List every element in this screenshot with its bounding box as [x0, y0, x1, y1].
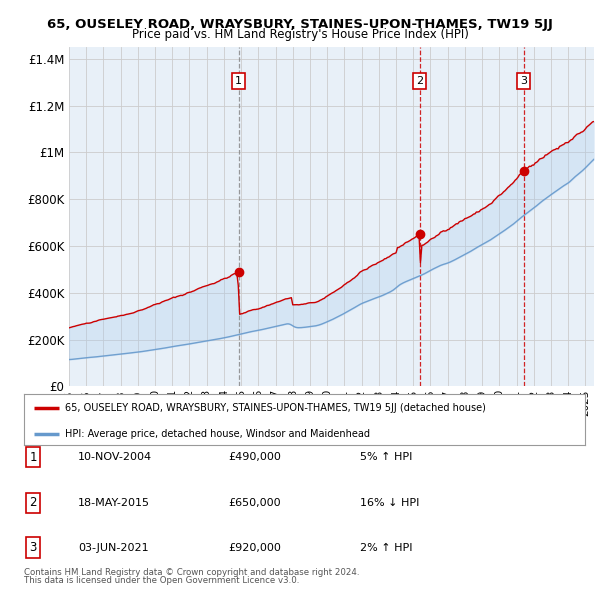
Text: 2% ↑ HPI: 2% ↑ HPI: [360, 543, 413, 552]
Text: 1: 1: [235, 76, 242, 86]
Text: 65, OUSELEY ROAD, WRAYSBURY, STAINES-UPON-THAMES, TW19 5JJ (detached house): 65, OUSELEY ROAD, WRAYSBURY, STAINES-UPO…: [65, 402, 486, 412]
Text: 3: 3: [520, 76, 527, 86]
Text: 5% ↑ HPI: 5% ↑ HPI: [360, 453, 412, 462]
Text: 65, OUSELEY ROAD, WRAYSBURY, STAINES-UPON-THAMES, TW19 5JJ: 65, OUSELEY ROAD, WRAYSBURY, STAINES-UPO…: [47, 18, 553, 31]
Text: 18-MAY-2015: 18-MAY-2015: [78, 498, 150, 507]
Text: HPI: Average price, detached house, Windsor and Maidenhead: HPI: Average price, detached house, Wind…: [65, 429, 370, 439]
Text: £650,000: £650,000: [228, 498, 281, 507]
Text: 16% ↓ HPI: 16% ↓ HPI: [360, 498, 419, 507]
Text: Price paid vs. HM Land Registry's House Price Index (HPI): Price paid vs. HM Land Registry's House …: [131, 28, 469, 41]
Text: 1: 1: [29, 451, 37, 464]
Text: Contains HM Land Registry data © Crown copyright and database right 2024.: Contains HM Land Registry data © Crown c…: [24, 568, 359, 577]
Text: 2: 2: [416, 76, 424, 86]
Text: 2: 2: [29, 496, 37, 509]
Text: £490,000: £490,000: [228, 453, 281, 462]
Text: 03-JUN-2021: 03-JUN-2021: [78, 543, 149, 552]
Text: 10-NOV-2004: 10-NOV-2004: [78, 453, 152, 462]
Text: 3: 3: [29, 541, 37, 554]
Text: This data is licensed under the Open Government Licence v3.0.: This data is licensed under the Open Gov…: [24, 576, 299, 585]
Text: £920,000: £920,000: [228, 543, 281, 552]
